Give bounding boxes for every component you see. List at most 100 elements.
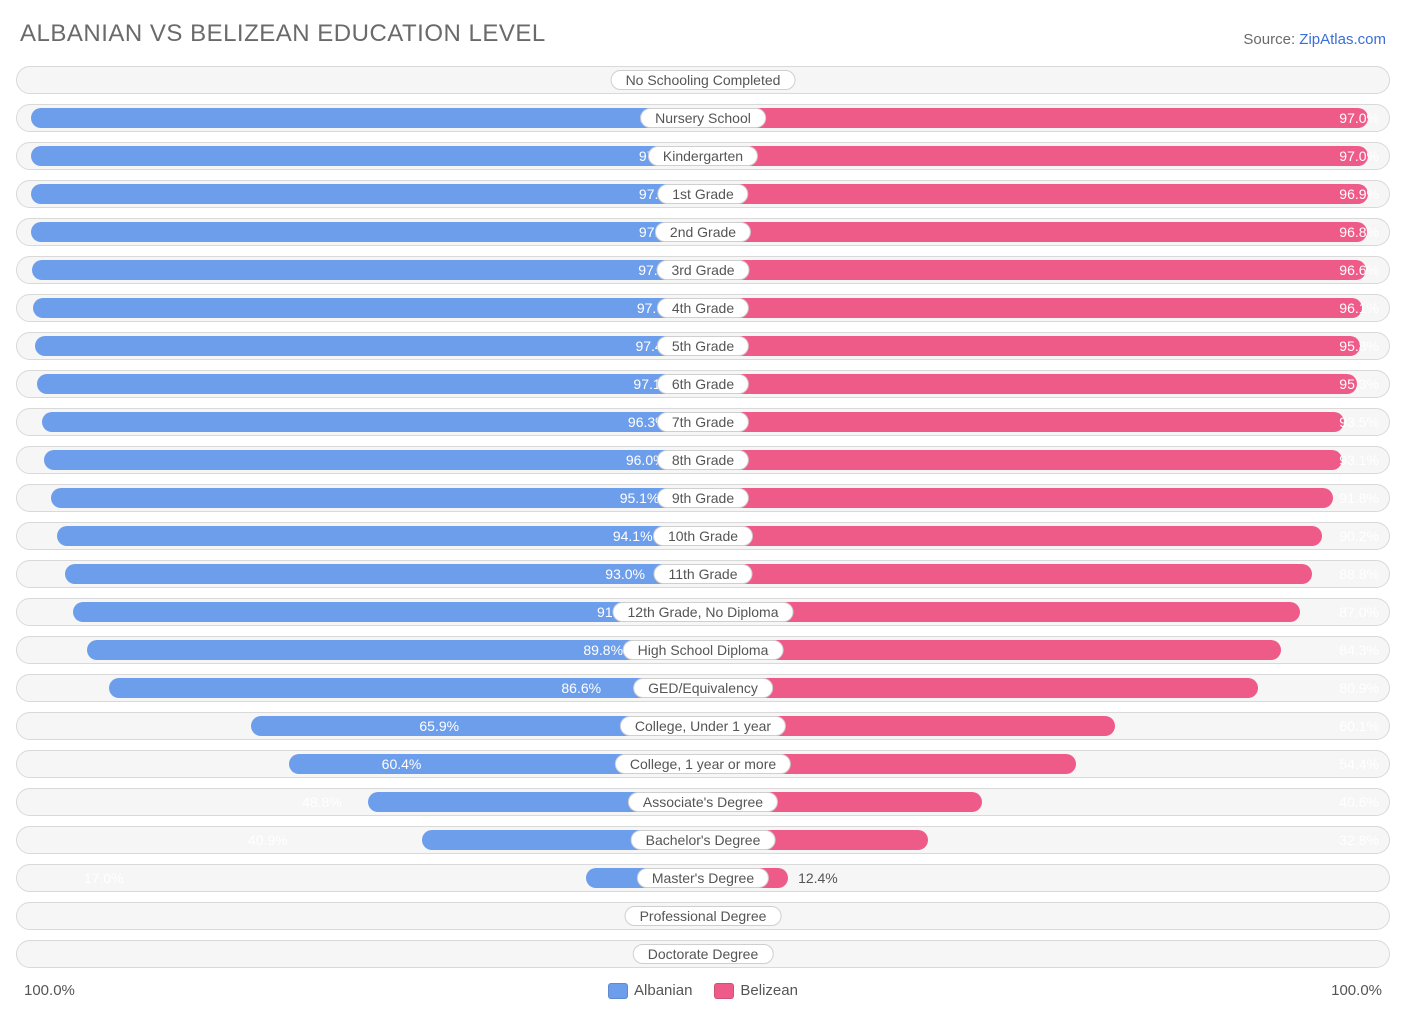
axis-max-left: 100.0% (24, 982, 75, 999)
category-pill: College, 1 year or more (615, 754, 791, 774)
value-right: 95.8% (732, 333, 1389, 359)
legend-label-left: Albanian (634, 982, 692, 999)
value-right: 90.2% (770, 523, 1389, 549)
bar-left (109, 678, 703, 698)
bar-row: 97.9%97.0%Kindergarten (16, 142, 1390, 170)
axis-max-right: 100.0% (1331, 982, 1382, 999)
legend-item-right: Belizean (714, 982, 798, 999)
bar-row: 17.0% 12.4% Master's Degree (16, 864, 1390, 892)
value-right: 96.8% (725, 219, 1389, 245)
bar-row: 65.9% 60.1% College, Under 1 year (16, 712, 1390, 740)
value-right: 97.0% (724, 105, 1389, 131)
category-pill: Nursery School (640, 108, 766, 128)
source-link[interactable]: ZipAtlas.com (1299, 31, 1386, 48)
value-right: 32.8% (1164, 827, 1389, 853)
bar-left (37, 374, 703, 394)
value-right: 12.4% (788, 865, 848, 891)
category-pill: Kindergarten (648, 146, 758, 166)
source-prefix: Source: (1243, 31, 1299, 48)
bar-left (42, 412, 703, 432)
bar-row: 48.8%40.6%Associate's Degree (16, 788, 1390, 816)
bar-row: 94.1%90.2%10th Grade (16, 522, 1390, 550)
value-left: 93.0% (595, 561, 655, 587)
bar-row: 1.9%1.4%Doctorate Degree (16, 940, 1390, 968)
bar-row: 2.1%3.0%No Schooling Completed (16, 66, 1390, 94)
category-pill: High School Diploma (623, 640, 784, 660)
value-right: 97.0% (724, 143, 1389, 169)
legend: Albanian Belizean (608, 982, 798, 999)
value-right: 87.0% (792, 599, 1389, 625)
value-right: 91.8% (759, 485, 1389, 511)
bar-left (31, 222, 703, 242)
value-right: 84.3% (811, 637, 1389, 663)
bar-row: 97.9%96.9%1st Grade (16, 180, 1390, 208)
category-pill: 11th Grade (653, 564, 752, 584)
bar-left (35, 336, 703, 356)
bar-row: 89.8%84.3%High School Diploma (16, 636, 1390, 664)
bar-row: 97.6%96.1%4th Grade (16, 294, 1390, 322)
value-left: 60.4% (372, 751, 432, 777)
category-pill: 10th Grade (653, 526, 753, 546)
bar-row: 86.6% 80.9% GED/Equivalency (16, 674, 1390, 702)
legend-label-right: Belizean (740, 982, 798, 999)
value-right: 40.6% (1110, 789, 1389, 815)
value-right: 93.1% (750, 447, 1389, 473)
value-left: 17.0% (74, 865, 134, 891)
category-pill: 9th Grade (657, 488, 749, 508)
category-pill: GED/Equivalency (633, 678, 773, 698)
value-left: 65.9% (409, 713, 469, 739)
bar-left (31, 184, 703, 204)
bar-left (31, 108, 703, 128)
bar-row: 95.1%91.8%9th Grade (16, 484, 1390, 512)
legend-swatch-left (608, 983, 628, 999)
legend-item-left: Albanian (608, 982, 692, 999)
category-pill: 3rd Grade (656, 260, 749, 280)
value-right: 60.1% (977, 713, 1389, 739)
category-pill: 6th Grade (657, 374, 749, 394)
bar-left (44, 450, 703, 470)
value-right: 88.8% (780, 561, 1389, 587)
value-left: 86.6% (551, 675, 611, 701)
category-pill: 5th Grade (657, 336, 749, 356)
bar-row: 97.1%95.3%6th Grade (16, 370, 1390, 398)
category-pill: 1st Grade (657, 184, 748, 204)
chart-header: ALBANIAN VS BELIZEAN EDUCATION LEVEL Sou… (12, 20, 1394, 66)
chart-footer: 100.0% Albanian Belizean 100.0% (12, 978, 1394, 999)
category-pill: College, Under 1 year (620, 716, 786, 736)
chart-title: ALBANIAN VS BELIZEAN EDUCATION LEVEL (20, 20, 546, 48)
category-pill: 7th Grade (657, 412, 749, 432)
bar-row: 40.9% 32.8% Bachelor's Degree (16, 826, 1390, 854)
bar-row: 97.4%95.8%5th Grade (16, 332, 1390, 360)
category-pill: No Schooling Completed (611, 70, 796, 90)
bar-row: 97.8%96.6%3rd Grade (16, 256, 1390, 284)
value-right: 96.9% (724, 181, 1389, 207)
category-pill: 4th Grade (657, 298, 749, 318)
bar-left (51, 488, 703, 508)
bar-row: 91.8%87.0%12th Grade, No Diploma (16, 598, 1390, 626)
legend-swatch-right (714, 983, 734, 999)
bar-row: 98.0%97.0%Nursery School (16, 104, 1390, 132)
value-right: 54.4% (1016, 751, 1389, 777)
category-pill: Professional Degree (625, 906, 782, 926)
category-pill: 8th Grade (657, 450, 749, 470)
bar-left (33, 298, 703, 318)
value-right: 93.5% (748, 409, 1389, 435)
value-left: 40.9% (238, 827, 298, 853)
bar-left (32, 260, 703, 280)
category-pill: Associate's Degree (628, 792, 778, 812)
category-pill: 12th Grade, No Diploma (613, 602, 794, 622)
bar-row: 60.4% 54.4% College, 1 year or more (16, 750, 1390, 778)
value-right: 95.3% (735, 371, 1389, 397)
diverging-bar-chart: 2.1%3.0%No Schooling Completed 98.0%97.0%… (12, 66, 1394, 968)
bar-row: 93.0% 88.8% 11th Grade (16, 560, 1390, 588)
bar-row: 97.9%96.8%2nd Grade (16, 218, 1390, 246)
bar-row: 4.9%3.6%Professional Degree (16, 902, 1390, 930)
category-pill: Bachelor's Degree (631, 830, 776, 850)
bar-row: 96.0%93.1%8th Grade (16, 446, 1390, 474)
value-right: 96.1% (730, 295, 1389, 321)
value-right: 80.9% (834, 675, 1389, 701)
category-pill: Doctorate Degree (633, 944, 774, 964)
category-pill: Master's Degree (637, 868, 769, 888)
bar-row: 96.3%93.5%7th Grade (16, 408, 1390, 436)
chart-source: Source: ZipAtlas.com (1243, 31, 1386, 48)
